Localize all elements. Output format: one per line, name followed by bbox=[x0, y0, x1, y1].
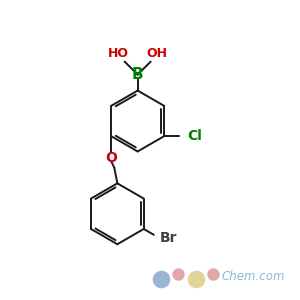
Point bbox=[193, 277, 198, 281]
Text: B: B bbox=[132, 67, 143, 82]
Point bbox=[176, 272, 181, 277]
Text: O: O bbox=[105, 151, 117, 165]
Point bbox=[158, 277, 163, 281]
Text: Br: Br bbox=[160, 231, 177, 245]
Text: Chem.com: Chem.com bbox=[222, 270, 285, 283]
Point bbox=[211, 272, 215, 277]
Text: HO: HO bbox=[108, 47, 129, 60]
Text: OH: OH bbox=[146, 47, 167, 60]
Text: Cl: Cl bbox=[187, 129, 202, 143]
